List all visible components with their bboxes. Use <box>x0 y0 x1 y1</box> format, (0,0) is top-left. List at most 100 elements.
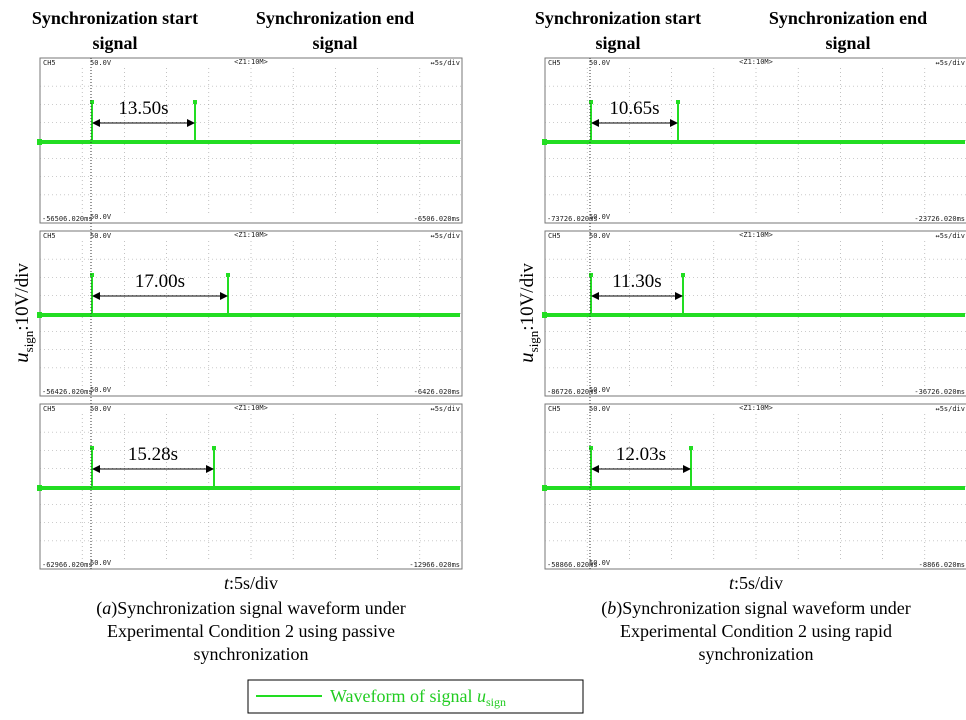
heading: signal <box>92 33 137 53</box>
zoom: <Z1:10M> <box>739 231 773 239</box>
end-time: -6506.020ms <box>414 215 460 223</box>
caption-label: b <box>607 598 616 618</box>
caption-label: a <box>102 598 111 618</box>
caption-line: Experimental Condition 2 using rapid <box>620 621 892 641</box>
heading: Synchronization end <box>256 8 414 28</box>
y-symbol: u <box>9 352 33 363</box>
pulse-top <box>226 273 230 277</box>
legend-label: Waveform of signal <box>330 686 477 706</box>
zoom: <Z1:10M> <box>739 404 773 412</box>
y-symbol: u <box>514 352 538 363</box>
caption-line: Experimental Condition 2 using passive <box>107 621 395 641</box>
bottom-voltage: 50.0V <box>90 213 112 221</box>
top-voltage: 50.0V <box>589 59 611 67</box>
end-time: -12966.020ms <box>409 561 460 569</box>
timebase: ↔5s/div <box>935 405 965 413</box>
caption-line: synchronization <box>699 644 814 664</box>
caption: (b)Synchronization signal waveform under <box>601 598 910 619</box>
channel: CH5 <box>548 405 561 413</box>
y-unit: :10V/div <box>12 263 33 331</box>
top-voltage: 50.0V <box>90 405 112 413</box>
heading: signal <box>312 33 357 53</box>
pulse-top <box>689 446 693 450</box>
pulse-top <box>676 100 680 104</box>
interval-label: 17.00s <box>135 271 185 292</box>
heading: Synchronization start <box>535 8 701 28</box>
end-time: -36726.020ms <box>914 388 965 396</box>
caption-line: Synchronization signal waveform under <box>622 598 910 618</box>
pulse-top <box>212 446 216 450</box>
start-time: -56506.020ms <box>42 215 93 223</box>
ground-marker <box>37 312 42 318</box>
top-voltage: 50.0V <box>589 232 611 240</box>
top-voltage: 50.0V <box>589 405 611 413</box>
interval-label: 11.30s <box>612 271 661 292</box>
x-axis-label: t:5s/div <box>224 573 278 593</box>
bottom-voltage: 50.0V <box>90 386 112 394</box>
ground-marker <box>37 485 42 491</box>
ground-marker <box>542 312 547 318</box>
caption: Experimental Condition 2 using rapid <box>620 621 892 641</box>
interval-label: 12.03s <box>616 444 666 465</box>
heading: Synchronization start <box>32 8 198 28</box>
timebase: ↔5s/div <box>430 59 460 67</box>
zoom: <Z1:10M> <box>234 58 268 66</box>
legend-text: Waveform of signal usign <box>330 686 506 709</box>
timebase: ↔5s/div <box>430 232 460 240</box>
pulse-top <box>193 100 197 104</box>
timebase: ↔5s/div <box>935 59 965 67</box>
bottom-voltage: 50.0V <box>589 386 611 394</box>
x-axis-label: t:5s/div <box>729 573 783 593</box>
caption: Experimental Condition 2 using passive <box>107 621 395 641</box>
end-time: -6426.020ms <box>414 388 460 396</box>
zoom: <Z1:10M> <box>234 404 268 412</box>
y-unit: :10V/div <box>517 263 538 331</box>
channel: CH5 <box>548 59 561 67</box>
timebase: ↔5s/div <box>430 405 460 413</box>
ground-marker <box>542 485 547 491</box>
start-time: -56426.020ms <box>42 388 93 396</box>
heading: signal <box>595 33 640 53</box>
channel: CH5 <box>43 232 56 240</box>
end-time: -23726.020ms <box>914 215 965 223</box>
pulse-top <box>681 273 685 277</box>
caption: (a)Synchronization signal waveform under <box>96 598 405 619</box>
bottom-voltage: 50.0V <box>589 213 611 221</box>
bottom-voltage: 50.0V <box>589 559 611 567</box>
timebase: ↔5s/div <box>935 232 965 240</box>
legend-symbol: u <box>477 686 486 706</box>
top-voltage: 50.0V <box>90 59 112 67</box>
legend-subscript: sign <box>486 695 506 709</box>
ground-marker <box>542 139 547 145</box>
y-subscript: sign <box>21 330 36 352</box>
y-subscript: sign <box>526 330 541 352</box>
caption: synchronization <box>194 644 309 664</box>
x-unit: :5s/div <box>734 573 783 593</box>
zoom: <Z1:10M> <box>234 231 268 239</box>
figure: Waveform of signal usign Synchronization… <box>0 0 966 720</box>
bottom-voltage: 50.0V <box>90 559 112 567</box>
heading: Synchronization end <box>769 8 927 28</box>
caption-line: synchronization <box>194 644 309 664</box>
start-time: -62966.020ms <box>42 561 93 569</box>
zoom: <Z1:10M> <box>739 58 773 66</box>
caption-line: Synchronization signal waveform under <box>117 598 405 618</box>
interval-label: 10.65s <box>609 98 659 119</box>
y-axis-label: usign:10V/div <box>9 263 36 363</box>
end-time: -8866.020ms <box>919 561 965 569</box>
interval-label: 15.28s <box>128 444 178 465</box>
channel: CH5 <box>43 405 56 413</box>
channel: CH5 <box>43 59 56 67</box>
top-voltage: 50.0V <box>90 232 112 240</box>
caption: synchronization <box>699 644 814 664</box>
channel: CH5 <box>548 232 561 240</box>
y-axis-label: usign:10V/div <box>514 263 541 363</box>
heading: signal <box>825 33 870 53</box>
interval-label: 13.50s <box>118 98 168 119</box>
